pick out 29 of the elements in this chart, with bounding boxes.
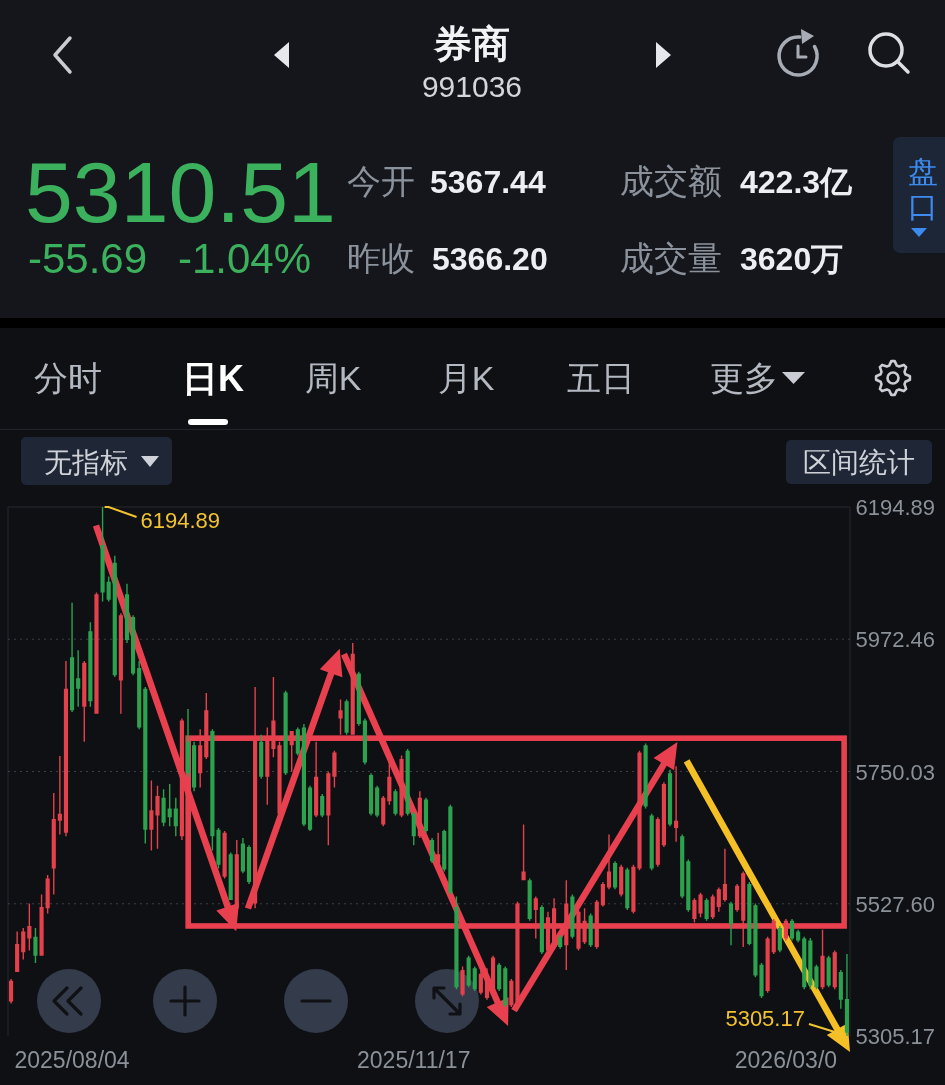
- y-tick-label: 5750.03: [855, 759, 935, 785]
- x-tick-label: 2026/03/0: [734, 1047, 838, 1073]
- x-tick-label: 2025/11/17: [357, 1047, 471, 1073]
- text: 成交额: [620, 162, 722, 200]
- text: 422.3亿: [740, 164, 854, 200]
- text: 5366.20: [432, 241, 548, 277]
- chart-title: 券商: [433, 23, 510, 65]
- annotation: 5305.17: [725, 1006, 805, 1031]
- x-tick-label: 2025/08/04: [14, 1047, 130, 1073]
- text: 周K: [304, 359, 362, 397]
- text: 区间统计: [803, 447, 915, 478]
- annotation: 6194.89: [140, 508, 221, 533]
- y-tick-label: 5305.17: [855, 1024, 935, 1049]
- text: 分时: [34, 359, 102, 397]
- text: 5367.44: [430, 164, 546, 200]
- text: 盘口: [908, 155, 938, 223]
- text: 更多: [710, 359, 778, 397]
- text: 日K: [182, 358, 244, 399]
- text: 月K: [437, 359, 495, 397]
- y-tick-label: 5527.60: [855, 891, 935, 917]
- text: 今开: [347, 162, 415, 200]
- text: 成交量: [620, 239, 722, 277]
- y-tick-label: 5972.46: [855, 627, 935, 653]
- text: 五日: [567, 359, 635, 397]
- text: 3620万: [740, 241, 844, 277]
- text: 无指标: [44, 447, 128, 478]
- text: 昨收: [347, 239, 415, 277]
- chart-subtitle: 991036: [421, 70, 523, 103]
- y-tick-label: 6194.89: [855, 495, 935, 520]
